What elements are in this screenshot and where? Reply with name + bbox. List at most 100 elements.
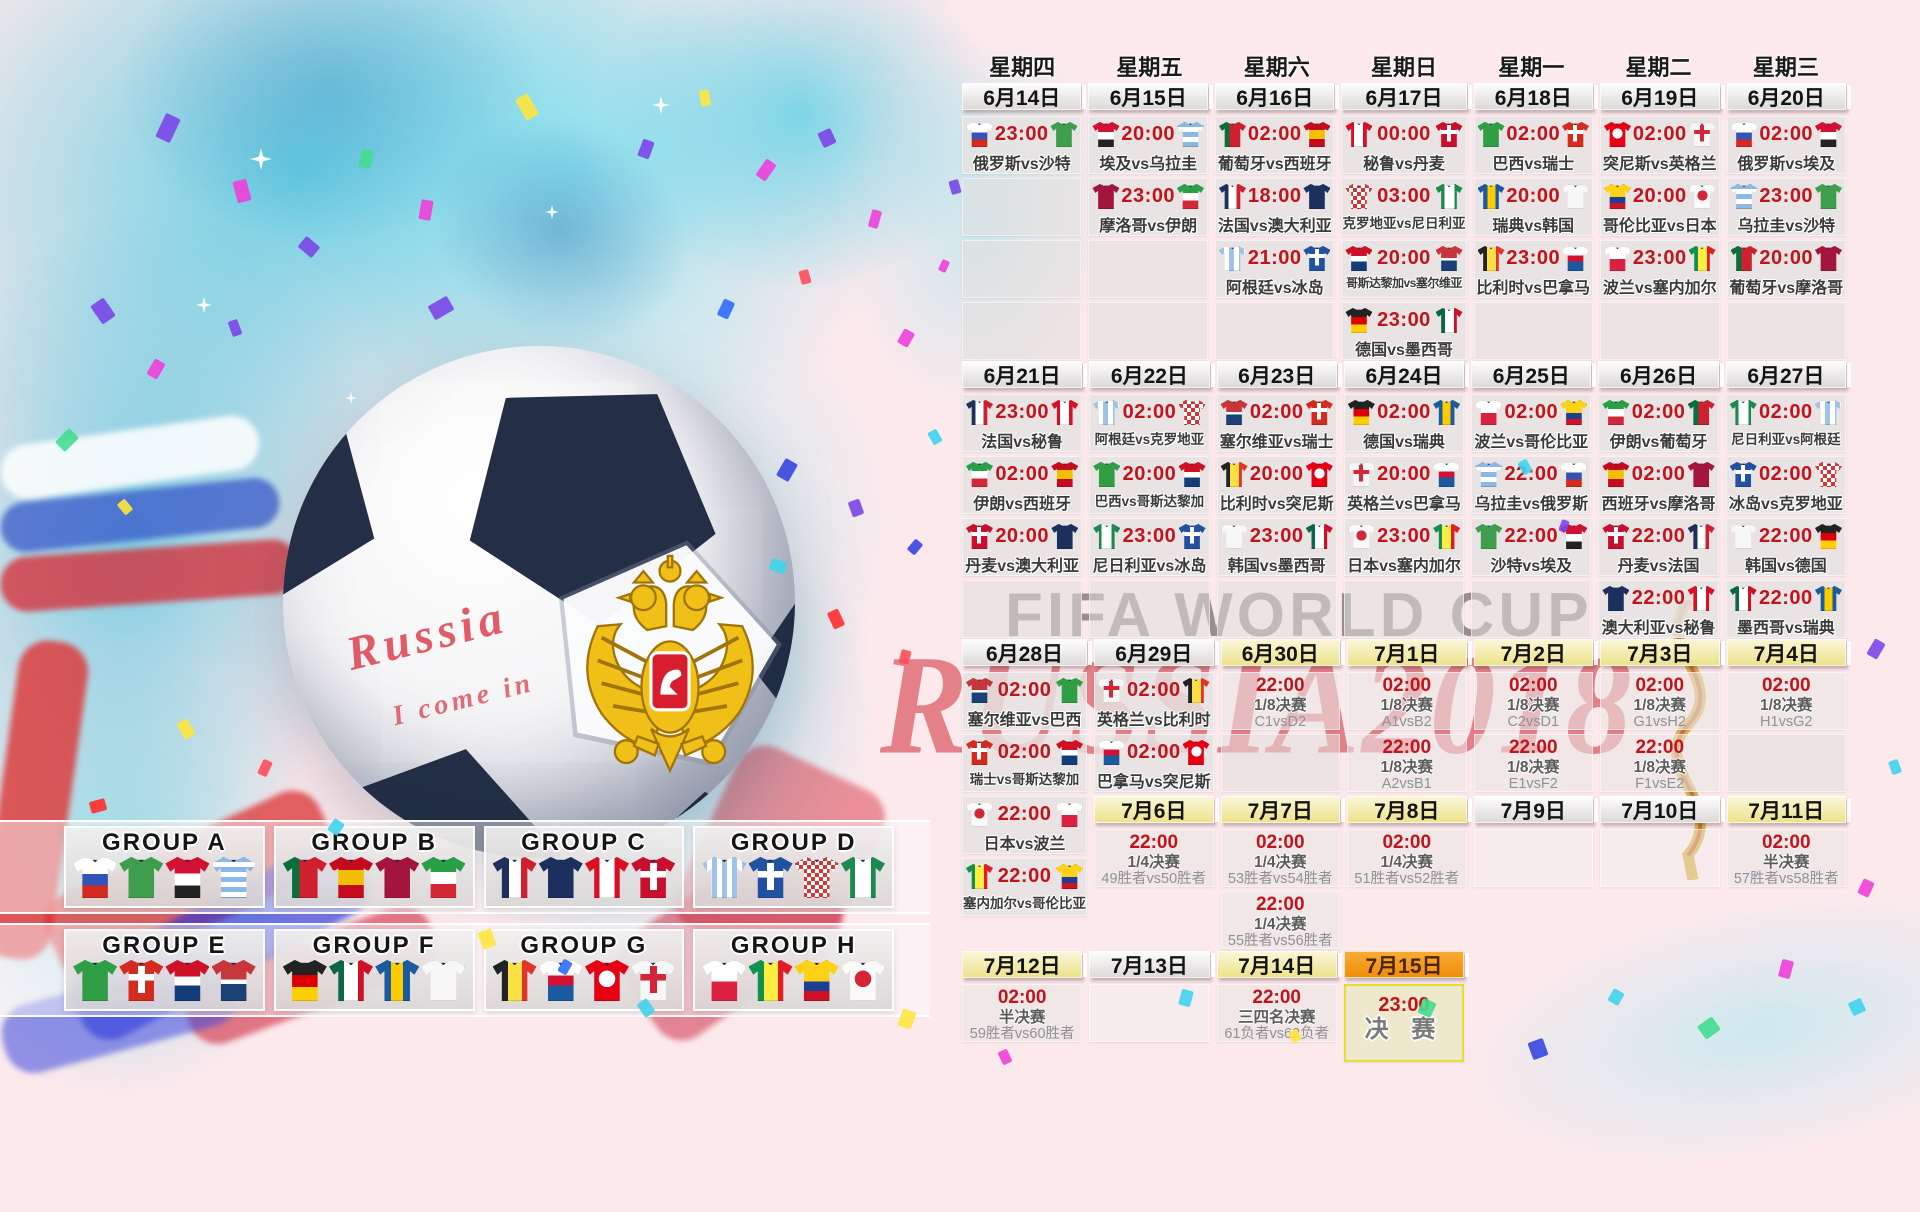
soccer-ball: Russia I come in [283, 346, 795, 858]
team-jersey-icon [840, 960, 885, 1001]
match-cell: 02:00 波兰vs哥伦比亚 [1471, 394, 1592, 452]
team-jersey-icon [492, 960, 537, 1001]
bracket-teams-label: H1vsG2 [1760, 714, 1813, 730]
match-teams-label: 比利时vs巴拿马 [1476, 280, 1591, 297]
match-time: 23:00 [1122, 525, 1177, 547]
date-header: 7月3日 [1600, 639, 1724, 666]
match-time: 22:00 [997, 865, 1052, 887]
russia-coat-of-arms [586, 554, 754, 774]
jersey-collar [1066, 864, 1073, 868]
team-jersey-icon [538, 857, 583, 898]
match-teams-label: 波兰vs塞内加尔 [1602, 280, 1717, 297]
match-cell: 22:00 丹麦vs法国 [1598, 518, 1719, 576]
weekday-row: 星期四 星期五 星期六 星期日 星期一 星期二 星期三 [962, 50, 1846, 80]
jersey-collar [1316, 462, 1323, 466]
match-teams-label: 丹麦vs法国 [1617, 558, 1700, 575]
team-jersey-icon [1604, 122, 1631, 147]
date-header: 6月28日 [962, 639, 1093, 666]
match-teams-label: 俄罗斯vs埃及 [1737, 156, 1836, 173]
match-time: 20:00 [1249, 463, 1304, 485]
date-header: 7月9日 [1473, 796, 1598, 823]
jersey-collar [1739, 586, 1747, 590]
jersey-collar [1066, 802, 1073, 806]
empty-cell [962, 240, 1082, 298]
match-time: 02:00 [1382, 832, 1432, 853]
team-jersey-icon [1687, 462, 1715, 487]
stage-label: 1/8决赛 [1380, 759, 1434, 776]
empty-cell [1600, 829, 1720, 887]
day-column: 6月27日 02:00 尼日利亚vs阿根廷 02:00 冰岛vs克罗地亚 22:00 韩国v… [1725, 361, 1852, 642]
match-time: 23:00 [1377, 525, 1431, 547]
match-cell: 20:00 葡萄牙vs摩洛哥 [1726, 240, 1846, 298]
jersey-collar [1612, 524, 1620, 528]
team-jersey-icon [1051, 400, 1079, 425]
match-cell: 02:00 伊朗vs葡萄牙 [1598, 394, 1719, 452]
match-cell: 02:00 英格兰vs比利时 [1094, 672, 1214, 730]
empty-cell [1473, 302, 1593, 360]
jersey-collar [1358, 524, 1365, 528]
match-cell: 20:00 巴西vs哥斯达黎加 [1089, 456, 1210, 514]
week-block: 6月28日 02:00 塞尔维亚vs巴西 02:00 瑞士vs哥斯达黎加 22:00 日本v… [962, 639, 1852, 949]
confetti-piece [1857, 878, 1875, 898]
match-time: 02:00 [997, 679, 1052, 701]
team-jersey-icon [165, 960, 210, 1001]
team-jersey-icon [1433, 462, 1461, 487]
empty-cell [1214, 302, 1335, 360]
jersey-collar [719, 857, 730, 863]
match-time: 02:00 [995, 463, 1049, 485]
bracket-teams-label: F1vsE2 [1635, 776, 1685, 792]
match-cell: 22:00 沙特vs埃及 [1471, 518, 1592, 576]
empty-cell [1216, 580, 1337, 638]
jersey-collar [1698, 246, 1706, 250]
day-column: 7月2日 02:00 1/8决赛 C2vsD1 22:00 1/8决赛 E1vsF2 7月9日 [1473, 639, 1598, 891]
match-time: 22:00 [1504, 463, 1559, 485]
team-jersey-icon [1220, 400, 1248, 425]
week-block: 7月12日 02:00 半决赛 59胜者vs60胜者 7月13日 7月14日 22:00 三四… [962, 951, 1846, 1062]
stage-label: 1/8决赛 [1380, 697, 1434, 714]
confetti-piece [817, 127, 837, 149]
match-time: 02:00 [1126, 679, 1181, 701]
match-time: 02:00 [1506, 123, 1561, 145]
team-jersey-icon [966, 462, 993, 487]
team-jersey-icon [748, 857, 793, 898]
team-jersey-icon [1477, 184, 1505, 209]
match-time: 22:00 [1631, 587, 1686, 609]
team-jersey-icon [1435, 246, 1463, 271]
stage-label: 1/4决赛 [1253, 854, 1307, 871]
team-jersey-icon [1050, 122, 1078, 147]
jersey-collar [1188, 462, 1196, 466]
weekday-label: 星期二 [1625, 55, 1692, 80]
team-jersey-icon [1604, 184, 1631, 209]
stage-label: 1/8决赛 [1253, 697, 1307, 714]
day-column: 6月16日 02:00 葡萄牙vs西班牙 18:00 法国vs澳大利亚 21:00 阿根廷v… [1214, 83, 1340, 364]
jersey-collar [976, 802, 983, 806]
team-jersey-icon [1560, 400, 1588, 425]
team-jersey-icon [1730, 184, 1758, 209]
match-cell: 22:00 乌拉圭vs俄罗斯 [1471, 456, 1592, 514]
team-jersey-icon [794, 960, 839, 1001]
knockout-cell: 22:00 1/8决赛 E1vsF2 [1473, 734, 1593, 792]
jersey-collar [391, 960, 403, 966]
date-header: 7月4日 [1726, 639, 1852, 666]
team-jersey-icon [1688, 184, 1716, 209]
stage-label: 1/4决赛 [1127, 854, 1181, 871]
group-title: GROUP F [312, 932, 436, 959]
group-title: GROUP C [521, 829, 647, 856]
empty-cell [1343, 580, 1465, 638]
match-teams-label: 冰岛vs克罗地亚 [1728, 496, 1843, 513]
jersey-collar [1697, 462, 1705, 466]
paint-streak [0, 537, 302, 614]
team-jersey-icon [1098, 740, 1126, 765]
jersey-collar [976, 524, 983, 528]
confetti-piece [716, 298, 736, 320]
team-jersey-icon [1433, 524, 1461, 549]
bracket-teams-label: C2vsD1 [1507, 714, 1560, 730]
empty-cell [962, 580, 1083, 638]
match-cell: 02:00 塞尔维亚vs巴西 [962, 672, 1088, 730]
match-cell: 02:00 伊朗vs西班牙 [962, 456, 1083, 514]
team-jersey-icon [584, 960, 629, 1001]
stage-label: 1/8决赛 [1759, 697, 1813, 714]
jersey-collar [1445, 308, 1453, 312]
match-time: 02:00 [1631, 463, 1686, 485]
team-jersey-icon [165, 857, 210, 898]
